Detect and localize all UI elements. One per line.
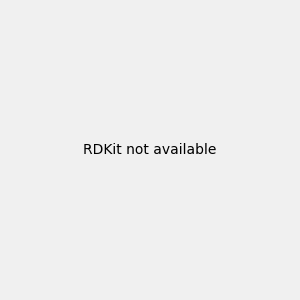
Text: RDKit not available: RDKit not available [83,143,217,157]
